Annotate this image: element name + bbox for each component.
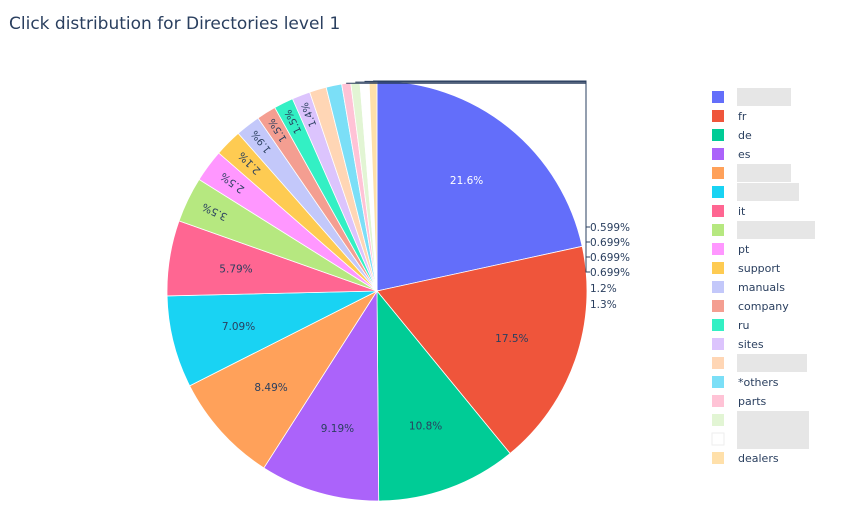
legend-item-14[interactable] bbox=[712, 354, 807, 372]
legend-swatch-5 bbox=[712, 186, 724, 198]
legend-redacted-14 bbox=[737, 354, 807, 372]
legend-item-7[interactable] bbox=[712, 221, 815, 239]
slice-label-18: 0.699% bbox=[590, 237, 630, 249]
legend-swatch-9 bbox=[712, 262, 724, 274]
legend-item-10[interactable]: manuals bbox=[712, 281, 785, 294]
slice-label-1: 17.5% bbox=[495, 333, 528, 345]
legend-label-3: es bbox=[738, 148, 751, 161]
legend-label-11: company bbox=[738, 300, 789, 313]
slice-label-0: 21.6% bbox=[450, 175, 483, 187]
legend-swatch-17 bbox=[712, 414, 724, 426]
slice-label-6: 5.79% bbox=[219, 263, 252, 275]
legend-redacted-7 bbox=[737, 221, 815, 239]
legend-label-15: *others bbox=[738, 376, 779, 389]
pie-slice-4[interactable] bbox=[189, 289, 379, 469]
legend-item-3[interactable]: es bbox=[712, 148, 751, 161]
legend-label-16: parts bbox=[738, 395, 767, 408]
legend-item-5[interactable] bbox=[712, 183, 799, 201]
legend-label-8: pt bbox=[738, 243, 750, 256]
legend-swatch-18 bbox=[711, 432, 725, 446]
legend-redacted-4 bbox=[737, 164, 791, 182]
legend: fr de es it pt support manuals company ru sites *o… bbox=[711, 88, 815, 465]
legend-item-16[interactable]: parts bbox=[712, 395, 767, 408]
legend-swatch-4 bbox=[712, 167, 724, 179]
slice-label-2: 10.8% bbox=[409, 420, 442, 432]
legend-label-13: sites bbox=[738, 338, 764, 351]
legend-redacted-block bbox=[737, 411, 809, 449]
legend-swatch-0 bbox=[712, 91, 724, 103]
legend-item-15[interactable]: *others bbox=[712, 376, 779, 389]
legend-item-1[interactable]: fr bbox=[712, 110, 747, 123]
slice-label-16: 0.699% bbox=[590, 267, 630, 279]
slice-label-14: 1.3% bbox=[590, 299, 617, 311]
legend-swatch-11 bbox=[712, 300, 724, 312]
legend-label-9: support bbox=[738, 262, 781, 275]
legend-item-8[interactable]: pt bbox=[712, 243, 750, 256]
pie-slice-2[interactable] bbox=[376, 289, 511, 502]
slice-label-5: 7.09% bbox=[222, 321, 255, 333]
slice-label-19: 0.599% bbox=[590, 222, 630, 234]
pie-outside-labels: 1.3% 1.2% 0.699% 0.699% 0.699% 0.599% bbox=[346, 80, 630, 311]
pie-slices bbox=[166, 80, 588, 502]
legend-swatch-15 bbox=[712, 376, 724, 388]
legend-swatch-7 bbox=[712, 224, 724, 236]
legend-swatch-16 bbox=[712, 395, 724, 407]
legend-item-2[interactable]: de bbox=[712, 129, 752, 142]
legend-label-10: manuals bbox=[738, 281, 785, 294]
slice-label-15: 1.2% bbox=[590, 283, 617, 295]
legend-swatch-10 bbox=[712, 281, 724, 293]
legend-label-2: de bbox=[738, 129, 752, 142]
legend-label-6: it bbox=[738, 205, 746, 218]
legend-item-9[interactable]: support bbox=[712, 262, 781, 275]
slice-leader-19 bbox=[373, 80, 590, 228]
legend-swatch-1 bbox=[712, 110, 724, 122]
chart-title: Click distribution for Directories level… bbox=[9, 14, 341, 34]
legend-item-6[interactable]: it bbox=[712, 205, 746, 218]
legend-item-12[interactable]: ru bbox=[712, 319, 750, 332]
legend-swatch-14 bbox=[712, 357, 724, 369]
slice-label-17: 0.699% bbox=[590, 252, 630, 264]
slice-label-4: 8.49% bbox=[254, 382, 287, 394]
legend-swatch-3 bbox=[712, 148, 724, 160]
legend-swatch-8 bbox=[712, 243, 724, 255]
legend-item-11[interactable]: company bbox=[712, 300, 789, 313]
legend-label-1: fr bbox=[738, 110, 747, 123]
legend-item-4[interactable] bbox=[712, 164, 791, 182]
slice-label-3: 9.19% bbox=[321, 423, 354, 435]
legend-redacted-5 bbox=[737, 183, 799, 201]
legend-swatch-6 bbox=[712, 205, 724, 217]
legend-swatch-2 bbox=[712, 129, 724, 141]
legend-label-19: dealers bbox=[738, 452, 779, 465]
legend-item-13[interactable]: sites bbox=[712, 338, 764, 351]
legend-swatch-12 bbox=[712, 319, 724, 331]
legend-swatch-13 bbox=[712, 338, 724, 350]
legend-redacted-0 bbox=[737, 88, 791, 106]
pie-slice-3[interactable] bbox=[263, 289, 380, 502]
legend-swatch-19 bbox=[712, 452, 724, 464]
legend-item-0[interactable] bbox=[712, 88, 791, 106]
legend-label-12: ru bbox=[738, 319, 750, 332]
legend-item-19[interactable]: dealers bbox=[712, 452, 779, 465]
